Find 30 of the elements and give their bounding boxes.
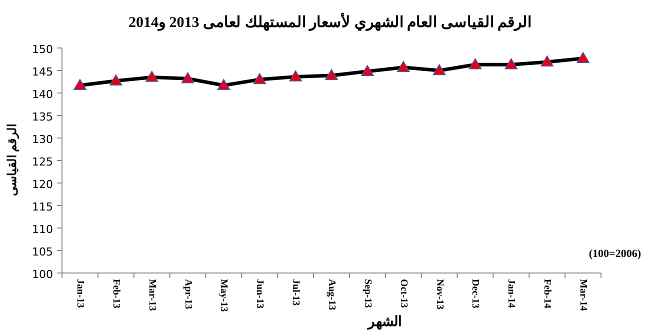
x-tick-label: Aug-13 <box>326 279 337 310</box>
x-tick-label: May-13 <box>218 279 230 312</box>
x-axis-title: الشهر <box>367 315 402 330</box>
x-tick-label: Apr-13 <box>182 279 194 310</box>
x-tick-label: Oct-13 <box>398 279 409 308</box>
y-tick-label: 105 <box>32 246 53 258</box>
y-tick-label: 115 <box>32 200 53 214</box>
y-tick-label: 135 <box>32 110 53 124</box>
x-tick-label: Feb-14 <box>542 279 553 308</box>
annotation: (100=2006) <box>588 248 642 260</box>
x-tick-label: Mar-14 <box>578 279 589 311</box>
y-tick-label: 100 <box>32 268 53 281</box>
y-axis-title: الرقم القياسى <box>5 124 20 196</box>
y-tick-label: 140 <box>32 88 53 101</box>
y-tick-label: 150 <box>32 43 53 56</box>
y-tick-label: 110 <box>32 223 53 236</box>
y-tick-label: 130 <box>32 133 53 146</box>
y-tick-label: 125 <box>32 156 53 168</box>
x-tick-label: Jan-14 <box>506 279 517 308</box>
x-tick-label: Nov-13 <box>434 279 445 310</box>
y-tick-label: 145 <box>32 66 53 78</box>
x-tick-label: Jun-13 <box>254 279 266 308</box>
chart-title: الرقم القياسى العام الشهري لأسعار المستهلك لعامى 2013 و2014 <box>128 12 532 32</box>
x-tick-label: Mar-13 <box>146 279 158 311</box>
x-tick-label: Sep-13 <box>362 279 373 308</box>
x-tick-label: Jan-13 <box>74 279 86 308</box>
x-tick-label: Dec-13 <box>470 279 481 308</box>
x-tick-label: Feb-13 <box>110 279 122 308</box>
x-tick-label: Jul-13 <box>290 279 302 306</box>
y-tick-label: 120 <box>32 178 53 191</box>
